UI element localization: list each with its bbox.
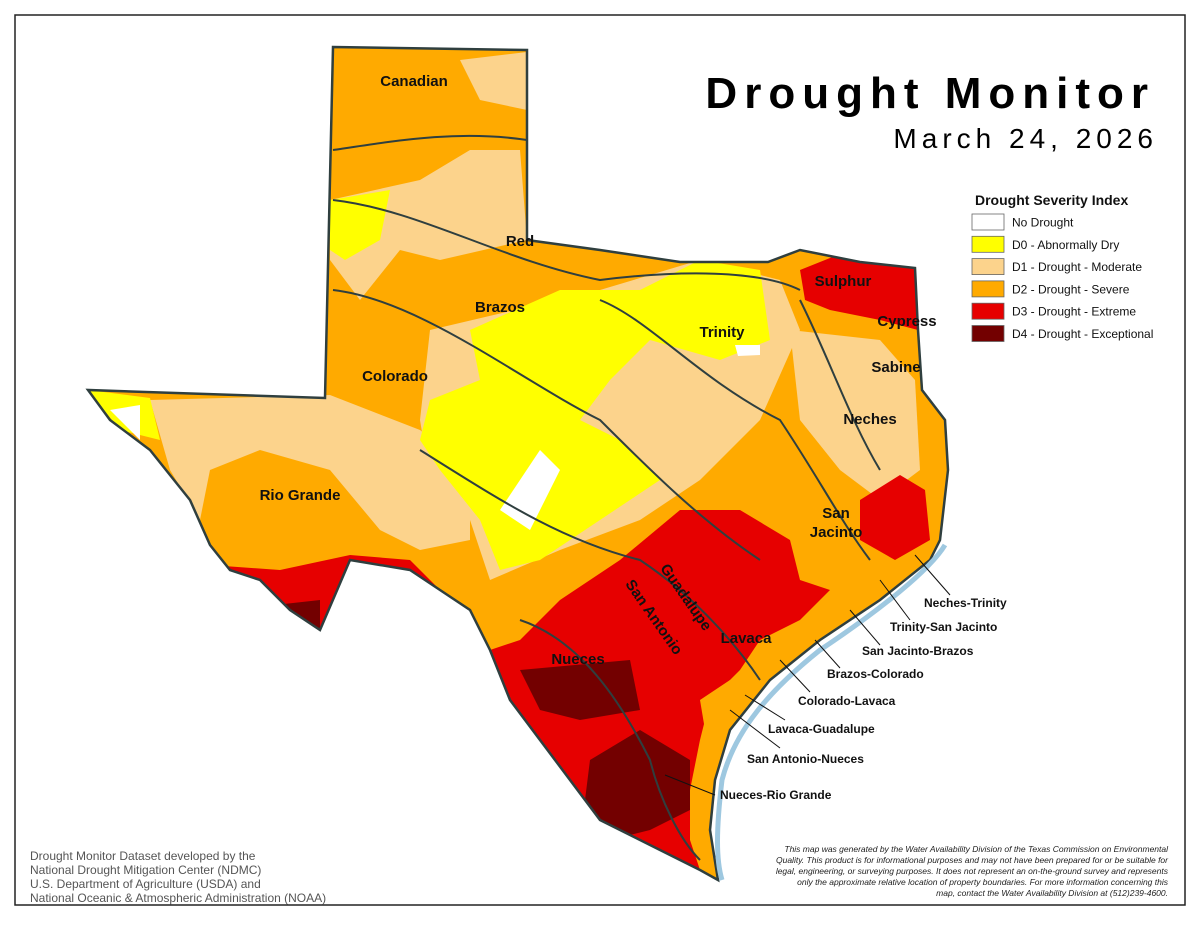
coastal-basin-label: San Antonio-Nueces: [747, 752, 864, 766]
leader-line: [779, 659, 811, 693]
d0-area: [420, 260, 770, 570]
legend-label: D4 - Drought - Exceptional: [1012, 327, 1153, 341]
legend-label: D3 - Drought - Extreme: [1012, 305, 1136, 319]
legend-label: D2 - Drought - Severe: [1012, 282, 1130, 296]
disclaimer-line: This map was generated by the Water Avai…: [784, 844, 1169, 854]
credit-line: National Drought Mitigation Center (NDMC…: [30, 863, 261, 877]
basin-label: Sabine: [871, 359, 920, 376]
d3-area: [210, 555, 470, 640]
leader-line: [914, 554, 951, 596]
disclaimer: This map was generated by the Water Avai…: [776, 844, 1169, 898]
date: March 24, 2026: [893, 123, 1158, 154]
leader-line: [744, 694, 786, 721]
d4-area: [520, 660, 640, 720]
coastline: [715, 543, 948, 881]
credit-line: Drought Monitor Dataset developed by the: [30, 849, 256, 863]
d3-area: [490, 510, 830, 870]
legend-swatch: [971, 235, 1005, 253]
no-drought-area: [500, 450, 560, 530]
d2-area: [700, 680, 745, 740]
coastal-labels: Neches-Trinity Trinity-San Jacinto San J…: [664, 554, 1007, 802]
basin-label: Trinity: [699, 324, 745, 341]
basin-label: Brazos: [475, 299, 525, 316]
d1-area: [790, 330, 920, 500]
basin-label: San: [822, 505, 850, 522]
basin-label: Neches: [843, 411, 896, 428]
title: Drought Monitor: [705, 69, 1155, 118]
legend-swatch: [971, 302, 1005, 320]
disclaimer-line: legal, engineering, or surveying purpose…: [776, 866, 1169, 876]
credit-line: National Oceanic & Atmospheric Administr…: [30, 891, 326, 905]
legend-swatch: [971, 258, 1005, 276]
legend-label: D0 - Abnormally Dry: [1012, 238, 1119, 252]
d1-area: [460, 52, 527, 110]
basin-label: Nueces: [551, 651, 604, 668]
credits: Drought Monitor Dataset developed by the…: [30, 849, 326, 905]
disclaimer-line: only the approximate relative location o…: [797, 877, 1169, 887]
legend-swatch: [971, 325, 1005, 342]
basin-label: Canadian: [380, 73, 448, 90]
legend-swatch: [971, 213, 1005, 231]
disclaimer-line: map, contact the Water Availability Divi…: [936, 888, 1168, 898]
no-drought-area: [110, 405, 140, 440]
leader-line: [879, 579, 911, 621]
legend-label: D1 - Drought - Moderate: [1012, 260, 1142, 274]
basin-label: Red: [506, 233, 534, 250]
basin-label: Rio Grande: [260, 487, 341, 504]
coastal-basin-label: Colorado-Lavaca: [798, 694, 896, 708]
coastal-basin-label: Lavaca-Guadalupe: [768, 722, 875, 736]
basin-label: Jacinto: [810, 524, 863, 541]
credit-line: U.S. Department of Agriculture (USDA) an…: [30, 877, 261, 891]
leader-line: [664, 774, 716, 796]
disclaimer-line: Quality. This product is for information…: [776, 855, 1169, 865]
coastal-basin-label: Brazos-Colorado: [827, 667, 924, 681]
no-drought-area: [735, 345, 760, 356]
legend-label: No Drought: [1012, 216, 1074, 230]
d4-area: [585, 730, 690, 840]
coastal-basin-label: San Jacinto-Brazos: [862, 644, 974, 658]
coastal-basin-label: Nueces-Rio Grande: [720, 788, 832, 802]
basin-label: Colorado: [362, 368, 428, 385]
d3-area: [800, 250, 918, 330]
legend-swatch: [971, 280, 1005, 298]
d1-area: [150, 395, 470, 550]
basin-boundaries: [332, 134, 881, 861]
basin-label: Cypress: [877, 313, 936, 330]
basin-label: Lavaca: [721, 630, 773, 647]
leader-line: [814, 639, 841, 669]
leader-line: [849, 609, 881, 646]
basin-label: Sulphur: [815, 273, 872, 290]
coastal-basin-label: Trinity-San Jacinto: [890, 620, 997, 634]
d3-area: [860, 475, 930, 560]
leader-line: [729, 709, 781, 749]
legend: No Drought D0 - Abnormally Dry D1 - Drough…: [971, 213, 1153, 342]
coastal-basin-label: Neches-Trinity: [924, 596, 1007, 610]
legend-title: Drought Severity Index: [975, 192, 1128, 208]
